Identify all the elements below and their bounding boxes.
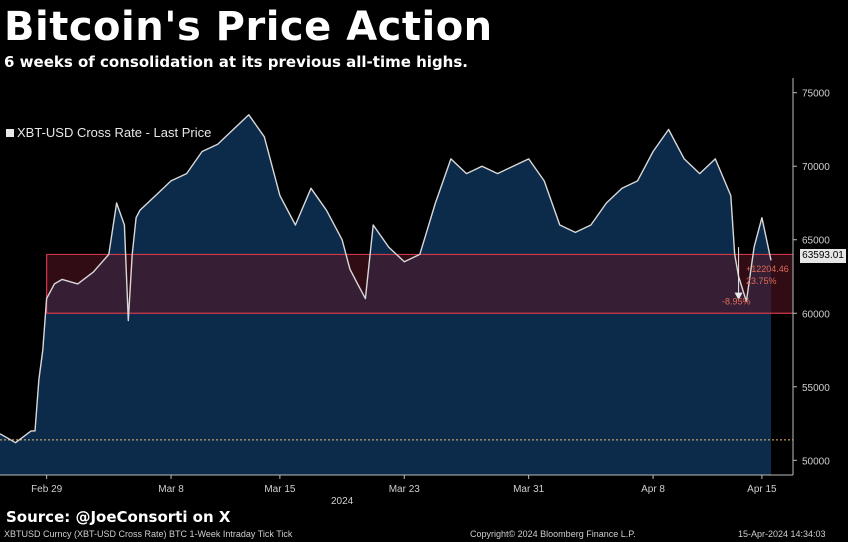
- y-tick-label: 60000: [802, 309, 830, 320]
- y-tick-label: 65000: [802, 236, 830, 247]
- source-note: Source: @JoeConsorti on X: [6, 508, 231, 526]
- price-line: [0, 114, 772, 444]
- chart-subtitle: 6 weeks of consolidation at its previous…: [4, 53, 468, 71]
- x-tick-label: Apr 15: [747, 484, 777, 495]
- footer-timestamp: 15-Apr-2024 14:34:03: [738, 529, 826, 539]
- drawdown-arrow-head: [734, 292, 743, 301]
- annotation-label: -8.95%: [722, 296, 751, 306]
- legend-label: XBT-USD Cross Rate - Last Price: [17, 125, 212, 140]
- x-tick-label: Apr 8: [641, 484, 665, 495]
- annotation-label: +12204.46: [746, 264, 789, 274]
- footer-ticker: XBTUSD Curncy (XBT-USD Cross Rate) BTC 1…: [4, 529, 293, 539]
- legend-swatch: [6, 128, 14, 137]
- y-tick-label: 75000: [802, 89, 830, 100]
- x-tick-label: Mar 31: [513, 484, 545, 495]
- annotation-label: 23.75%: [746, 276, 777, 286]
- x-tick-label: Mar 15: [264, 484, 296, 495]
- x-tick-label: Feb 29: [31, 484, 63, 495]
- y-tick-label: 55000: [802, 383, 830, 394]
- footer-copyright: Copyright© 2024 Bloomberg Finance L.P.: [470, 529, 636, 539]
- x-year-label: 2024: [331, 496, 354, 507]
- chart-legend: XBT-USD Cross Rate - Last Price: [6, 125, 211, 140]
- consolidation-band: [46, 254, 794, 314]
- y-tick-label: 50000: [802, 456, 830, 467]
- x-tick-label: Mar 8: [158, 484, 184, 495]
- last-price-label: 63593.01: [800, 249, 846, 263]
- chart-title: Bitcoin's Price Action: [4, 4, 493, 50]
- x-tick-label: Mar 23: [389, 484, 421, 495]
- y-tick-label: 70000: [802, 162, 830, 173]
